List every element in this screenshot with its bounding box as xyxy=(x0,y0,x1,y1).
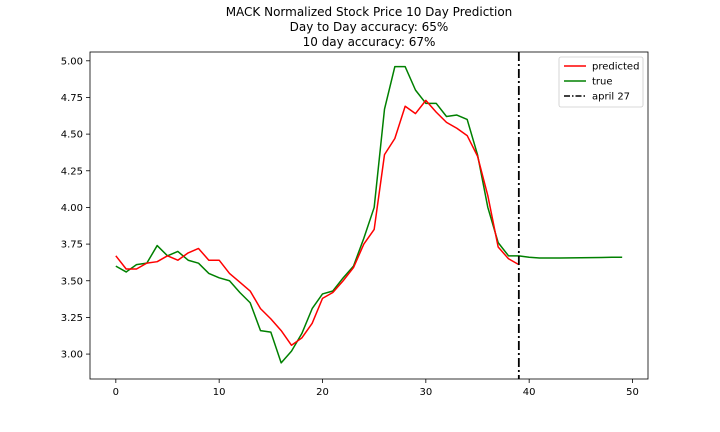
chart-subtitle-day-accuracy: Day to Day accuracy: 65% xyxy=(290,20,449,34)
y-axis: 3.00 3.25 3.50 3.75 4.00 4.25 4.50 4.75 5.00 xyxy=(61,56,90,361)
chart-subtitle-ten-day-accuracy: 10 day accuracy: 67% xyxy=(303,35,436,49)
y-tick-label: 3.25 xyxy=(61,313,83,324)
x-tick-label: 0 xyxy=(113,387,119,398)
y-tick-label: 3.50 xyxy=(61,276,83,287)
legend-box xyxy=(558,56,644,108)
legend: predicted true april 27 xyxy=(558,56,644,108)
y-tick-label: 3.00 xyxy=(61,350,83,361)
x-tick-label: 40 xyxy=(523,387,536,398)
series-line-true xyxy=(115,65,623,364)
legend-entry-true-label: true xyxy=(592,77,613,88)
x-tick-label: 30 xyxy=(419,387,432,398)
plot-frame xyxy=(89,51,649,380)
legend-entry-april-27-label: april 27 xyxy=(592,92,630,103)
y-tick-label: 4.50 xyxy=(61,130,83,141)
x-axis: 0 10 20 30 40 50 xyxy=(113,379,639,398)
x-tick-label: 50 xyxy=(626,387,639,398)
chart-title: MACK Normalized Stock Price 10 Day Predi… xyxy=(226,5,513,49)
legend-entry-predicted-label: predicted xyxy=(592,62,639,73)
y-tick-label: 3.75 xyxy=(61,240,83,251)
y-tick-label: 5.00 xyxy=(61,56,83,67)
series-line-predicted xyxy=(115,99,520,347)
y-tick-label: 4.00 xyxy=(61,203,83,214)
y-tick-label: 4.25 xyxy=(61,166,83,177)
y-tick-label: 4.75 xyxy=(61,93,83,104)
x-tick-label: 10 xyxy=(213,387,226,398)
x-tick-label: 20 xyxy=(316,387,329,398)
chart-title-line-1: MACK Normalized Stock Price 10 Day Predi… xyxy=(226,5,513,19)
plot-area xyxy=(115,52,623,379)
